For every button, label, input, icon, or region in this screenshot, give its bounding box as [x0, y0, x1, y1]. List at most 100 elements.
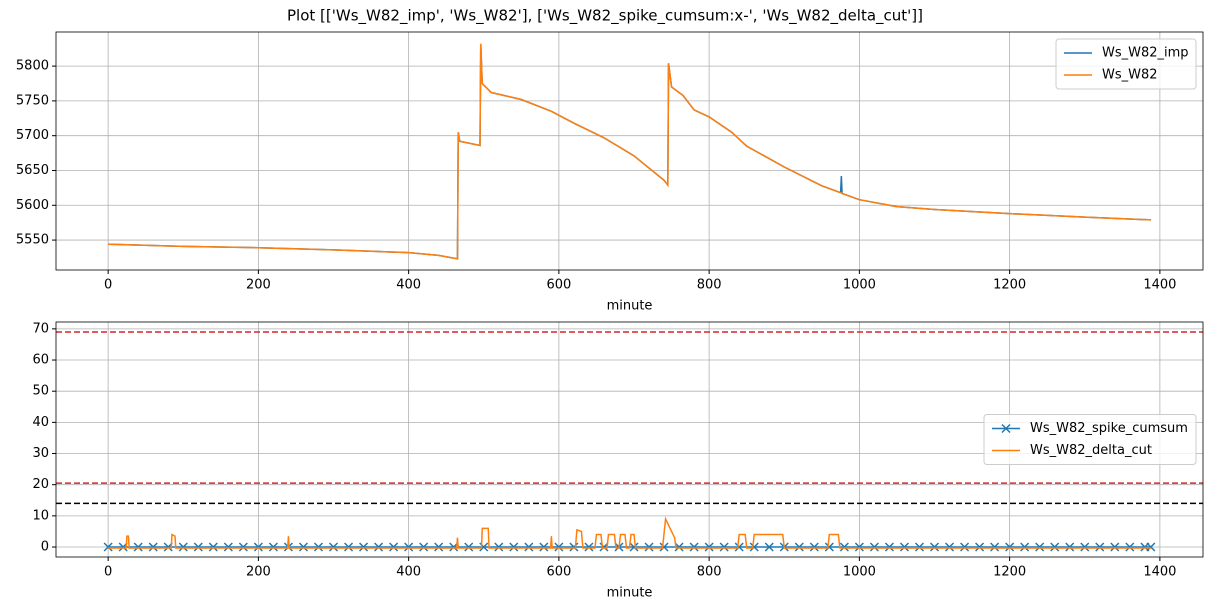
marker	[1065, 542, 1075, 552]
y-tick-label: 0	[41, 540, 49, 555]
marker	[193, 542, 203, 552]
marker	[1035, 542, 1045, 552]
marker	[944, 542, 955, 552]
series-line	[108, 43, 1151, 260]
y-tick-label: 5750	[16, 93, 49, 108]
legend-marker	[1001, 423, 1011, 434]
marker	[359, 542, 369, 552]
y-tick-label: 30	[32, 446, 49, 461]
marker	[223, 542, 233, 552]
x-tick-label: 800	[697, 565, 722, 580]
marker	[238, 542, 248, 552]
marker	[374, 542, 384, 552]
plot-area	[108, 43, 1151, 260]
marker	[1095, 542, 1105, 552]
marker	[734, 542, 744, 552]
x-tick-label: 1400	[1143, 278, 1176, 293]
marker	[1050, 542, 1060, 552]
marker	[1125, 542, 1135, 552]
marker	[569, 542, 579, 552]
marker	[899, 542, 909, 552]
marker	[103, 542, 113, 552]
marker	[404, 542, 414, 552]
legend-label: Ws_W82_spike_cumsum	[1030, 421, 1188, 436]
y-tick-label: 10	[32, 508, 49, 523]
marker	[328, 542, 339, 552]
x-tick-label: 0	[104, 278, 112, 293]
marker	[1110, 542, 1120, 552]
marker	[539, 542, 549, 552]
marker	[629, 542, 639, 552]
marker	[509, 542, 519, 552]
marker	[659, 542, 669, 552]
marker	[960, 542, 970, 552]
marker	[869, 542, 879, 552]
marker	[524, 542, 534, 552]
y-tick-label: 5800	[16, 59, 49, 74]
marker	[148, 542, 158, 552]
marker	[914, 542, 925, 552]
legend-box	[983, 414, 1197, 465]
marker	[794, 542, 804, 552]
x-tick-label: 600	[546, 278, 571, 293]
marker	[809, 542, 819, 552]
marker	[839, 542, 849, 552]
marker	[494, 542, 504, 552]
x-axis-label: minute	[607, 299, 653, 314]
marker	[1146, 542, 1156, 552]
x-tick-label: 1400	[1143, 565, 1176, 580]
x-tick-label: 600	[546, 565, 571, 580]
y-tick-label: 5600	[16, 198, 49, 213]
marker	[1005, 542, 1015, 552]
axes-frame	[55, 31, 1204, 271]
x-tick-label: 400	[396, 278, 421, 293]
y-tick-label: 70	[32, 321, 49, 336]
legend-label: Ws_W82_imp	[1102, 46, 1189, 61]
marker	[464, 542, 474, 552]
marker	[764, 542, 774, 552]
marker	[929, 542, 940, 552]
marker	[253, 542, 263, 552]
marker	[313, 542, 324, 552]
marker	[178, 542, 188, 552]
marker	[1020, 542, 1030, 552]
x-axis-label: minute	[607, 586, 653, 601]
marker	[824, 542, 834, 552]
x-tick-label: 1200	[993, 565, 1026, 580]
x-tick-label: 400	[396, 565, 421, 580]
legend-label: Ws_W82_delta_cut	[1030, 443, 1152, 458]
marker	[674, 542, 684, 552]
x-tick-label: 1200	[993, 278, 1026, 293]
legend-box	[1055, 38, 1197, 90]
marker	[704, 542, 714, 552]
x-tick-label: 200	[246, 565, 271, 580]
marker	[719, 542, 729, 552]
series-line	[108, 516, 1151, 549]
y-tick-label: 40	[32, 415, 49, 430]
plot-area	[56, 331, 1203, 552]
marker	[133, 542, 143, 552]
x-tick-label: 800	[697, 278, 722, 293]
figure-title: Plot [['Ws_W82_imp', 'Ws_W82'], ['Ws_W82…	[287, 7, 923, 26]
y-tick-label: 5650	[16, 163, 49, 178]
marker	[268, 542, 278, 552]
marker	[584, 542, 594, 552]
marker	[990, 542, 1000, 552]
marker	[298, 542, 308, 552]
marker	[554, 542, 564, 552]
marker	[854, 542, 864, 552]
x-tick-label: 1000	[843, 565, 876, 580]
marker	[644, 542, 654, 552]
marker	[689, 542, 699, 552]
x-tick-label: 0	[104, 565, 112, 580]
marker	[1080, 542, 1090, 552]
x-tick-label: 200	[246, 278, 271, 293]
marker	[389, 542, 399, 552]
marker	[419, 542, 429, 552]
y-tick-label: 20	[32, 477, 49, 492]
y-tick-label: 5700	[16, 128, 49, 143]
series-line	[108, 43, 1151, 260]
x-tick-label: 1000	[843, 278, 876, 293]
marker	[344, 542, 354, 552]
